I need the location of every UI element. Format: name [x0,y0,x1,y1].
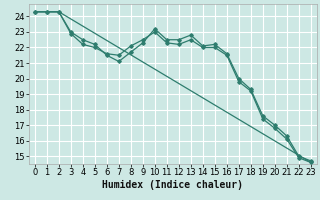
X-axis label: Humidex (Indice chaleur): Humidex (Indice chaleur) [102,180,243,190]
